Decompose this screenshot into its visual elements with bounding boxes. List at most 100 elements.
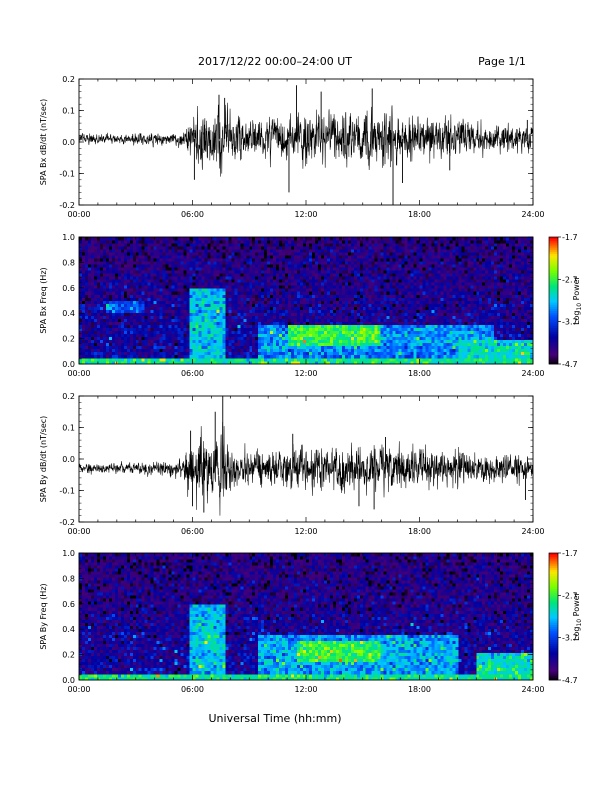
- spectrogram-cell: [294, 297, 298, 301]
- spectrogram-cell: [249, 351, 253, 356]
- spectrogram-cell: [141, 240, 146, 244]
- spectrogram-cell: [96, 273, 101, 277]
- spectrogram-cell: [147, 267, 151, 271]
- spectrogram-cell: [294, 333, 298, 338]
- spectrogram-cell: [222, 327, 226, 332]
- spectrogram-cell: [204, 318, 208, 322]
- spectrogram-cell: [204, 333, 208, 338]
- spectrogram-cell: [294, 246, 298, 250]
- spectrogram-cell: [314, 300, 319, 304]
- spectrogram-cell: [392, 360, 396, 365]
- spectrogram-cell: [264, 267, 268, 271]
- spectrogram-cell: [326, 330, 331, 335]
- spectrogram-cell: [288, 360, 292, 365]
- spectrogram-cell: [99, 324, 104, 329]
- spectrogram-cell: [189, 303, 193, 307]
- spectrogram-cell: [377, 315, 381, 319]
- spectrogram-cell: [392, 285, 396, 289]
- spectrogram-cell: [395, 249, 399, 253]
- spectrogram-cell: [234, 258, 238, 262]
- spectrogram-cell: [303, 318, 307, 322]
- spectrogram-cell: [276, 309, 280, 313]
- spectrogram-cell: [141, 312, 146, 316]
- spectrogram-cell: [419, 249, 423, 253]
- spectrogram-cell: [168, 249, 172, 253]
- spectrogram-cell: [90, 273, 95, 277]
- spectrogram-cell: [350, 318, 355, 322]
- spectrogram-cell: [252, 360, 256, 365]
- spectrogram-cell: [273, 297, 277, 301]
- spectrogram-cell: [314, 264, 319, 268]
- spectrogram-cell: [201, 321, 205, 325]
- spectrogram-cell: [237, 300, 241, 304]
- spectrogram-cell: [261, 297, 265, 301]
- spectrogram-cell: [219, 237, 223, 241]
- spectrogram-cell: [294, 357, 298, 362]
- spectrogram-cell: [392, 252, 396, 256]
- spectrogram-cell: [386, 333, 390, 338]
- spectrogram-cell: [264, 321, 268, 325]
- spectrogram-cell: [210, 273, 214, 277]
- spectrogram-cell: [183, 303, 187, 307]
- spectrogram-cell: [368, 240, 373, 244]
- spectrogram-cell: [198, 300, 202, 304]
- spectrogram-cell: [195, 336, 199, 341]
- spectrogram-cell: [216, 279, 220, 283]
- spectrogram-cell: [153, 240, 157, 244]
- spectrogram-cell: [344, 270, 349, 274]
- spectrogram-cell: [216, 291, 220, 295]
- spectrogram-cell: [386, 324, 390, 329]
- spectrogram-cell: [317, 306, 322, 310]
- spectrogram-cell: [383, 360, 387, 365]
- spectrogram-cell: [246, 282, 250, 286]
- spectrogram-cell: [317, 267, 322, 271]
- spectrogram-cell: [144, 348, 148, 353]
- spectrogram-cell: [306, 252, 310, 256]
- spectrogram-cell: [401, 345, 405, 350]
- spectrogram-cell: [285, 240, 289, 244]
- spectrogram-cell: [374, 276, 378, 280]
- spectrogram-cell: [126, 297, 131, 301]
- spectrogram-cell: [180, 264, 184, 268]
- spectrogram-cell: [165, 330, 169, 335]
- spectrogram-cell: [114, 306, 119, 310]
- spectrogram-cell: [291, 330, 295, 335]
- spectrogram-cell: [180, 294, 184, 298]
- spectrogram-cell: [165, 327, 169, 332]
- spectrogram-cell: [264, 297, 268, 301]
- spectrogram-cell: [282, 342, 286, 347]
- spectrogram-cell: [213, 276, 217, 280]
- spectrogram-cell: [108, 237, 113, 241]
- spectrogram-cell: [120, 291, 125, 295]
- spectrogram-cell: [422, 282, 426, 286]
- spectrogram-cell: [419, 324, 423, 329]
- spectrogram-cell: [192, 252, 196, 256]
- spectrogram-cell: [111, 318, 116, 322]
- spectrogram-cell: [114, 276, 119, 280]
- spectrogram-cell: [183, 327, 187, 332]
- spectrogram-cell: [264, 276, 268, 280]
- spectrogram-cell: [156, 282, 160, 286]
- spectrogram-cell: [273, 246, 277, 250]
- spectrogram-cell: [314, 288, 319, 292]
- spectrogram-cell: [165, 252, 169, 256]
- spectrogram-cell: [371, 303, 375, 307]
- spectrogram-cell: [225, 279, 229, 283]
- spectrogram-cell: [174, 321, 178, 325]
- spectrogram-cell: [285, 300, 289, 304]
- spectrogram-cell: [249, 267, 253, 271]
- spectrogram-cell: [213, 237, 217, 241]
- spectrogram-cell: [317, 324, 322, 329]
- spectrogram-cell: [258, 255, 262, 259]
- spectrogram-cell: [308, 309, 313, 313]
- spectrogram-cell: [288, 249, 292, 253]
- spectrogram-cell: [255, 318, 259, 322]
- spectrogram-cell: [159, 303, 163, 307]
- spectrogram-cell: [228, 336, 232, 341]
- spectrogram-cell: [87, 339, 92, 344]
- spectrogram-cell: [180, 270, 184, 274]
- spectrogram-cell: [129, 303, 134, 307]
- spectrogram-cell: [141, 255, 146, 259]
- spectrogram-cell: [365, 303, 370, 307]
- spectrogram-cell: [410, 264, 414, 268]
